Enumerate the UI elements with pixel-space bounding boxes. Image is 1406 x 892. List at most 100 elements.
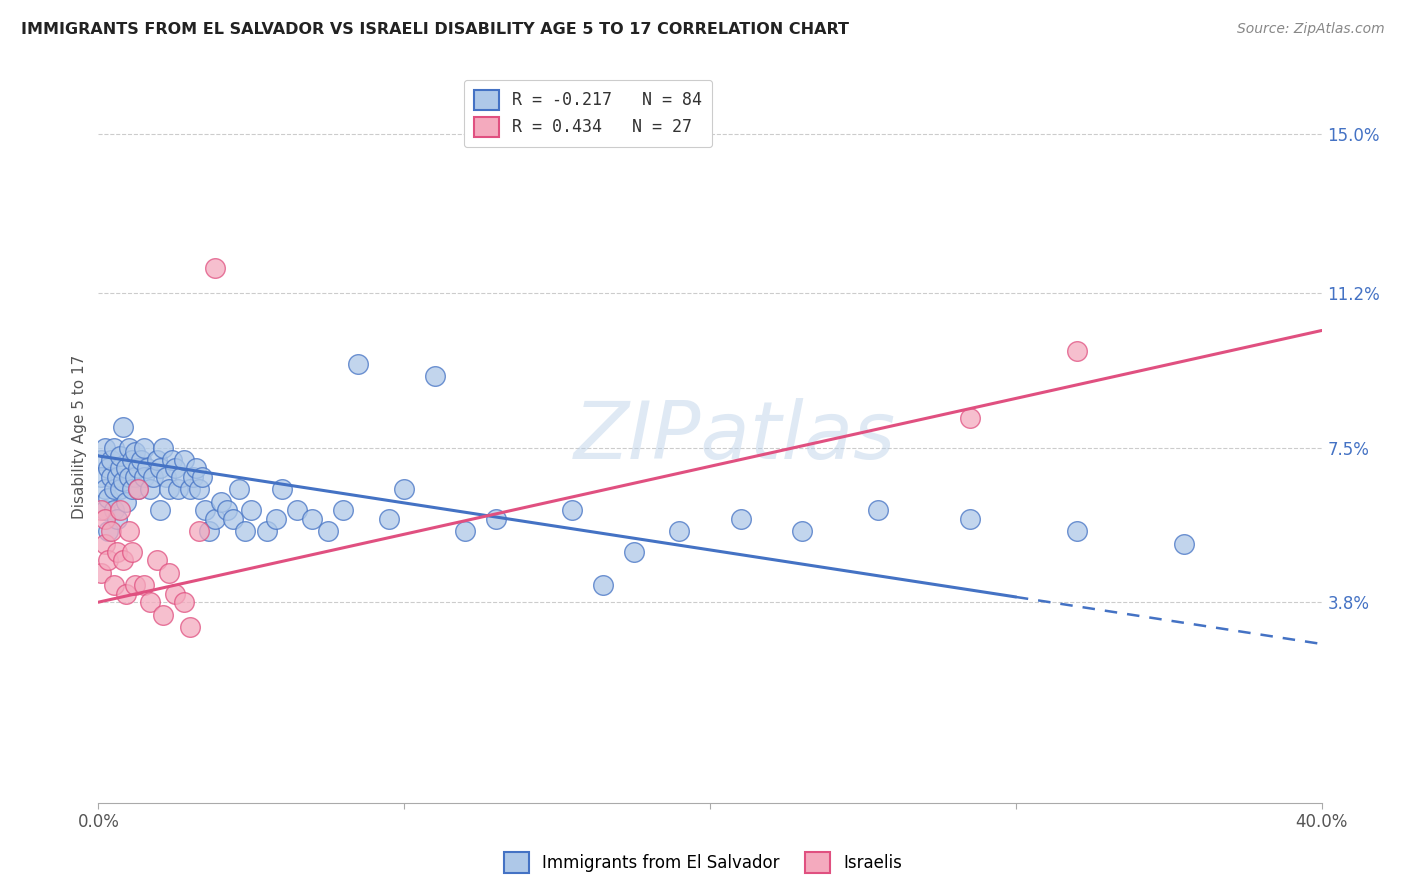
Point [127, 483, 149, 497]
Point [163, 587, 186, 601]
Point [111, 474, 134, 488]
Point [115, 587, 138, 601]
Text: Source: ZipAtlas.com: Source: ZipAtlas.com [1237, 22, 1385, 37]
Point [105, 545, 128, 559]
Point [139, 595, 162, 609]
Point [97, 491, 120, 505]
Point [197, 524, 219, 538]
Point [790, 524, 813, 538]
Point [378, 511, 401, 525]
Point [179, 620, 201, 634]
Point [188, 483, 211, 497]
Point [97, 553, 120, 567]
Point [163, 461, 186, 475]
Point [134, 441, 156, 455]
Point [959, 411, 981, 425]
Point [155, 470, 177, 484]
Point [160, 453, 183, 467]
Point [103, 441, 125, 455]
Point [145, 453, 167, 467]
Point [485, 511, 508, 525]
Point [93, 511, 115, 525]
Point [142, 470, 165, 484]
Point [668, 524, 690, 538]
Legend: Immigrants from El Salvador, Israelis: Immigrants from El Salvador, Israelis [498, 846, 908, 880]
Point [93, 536, 115, 550]
Point [188, 524, 211, 538]
Text: IMMIGRANTS FROM EL SALVADOR VS ISRAELI DISABILITY AGE 5 TO 17 CORRELATION CHART: IMMIGRANTS FROM EL SALVADOR VS ISRAELI D… [21, 22, 849, 37]
Point [108, 483, 131, 497]
Point [115, 495, 138, 509]
Point [118, 524, 141, 538]
Point [191, 470, 214, 484]
Point [100, 453, 122, 467]
Point [134, 470, 156, 484]
Point [108, 449, 131, 463]
Point [90, 566, 112, 580]
Point [134, 578, 156, 592]
Point [124, 444, 146, 458]
Point [222, 511, 245, 525]
Point [215, 503, 238, 517]
Point [233, 524, 256, 538]
Point [181, 470, 204, 484]
Point [392, 483, 416, 497]
Point [90, 453, 112, 467]
Point [285, 503, 308, 517]
Point [121, 453, 143, 467]
Point [173, 595, 195, 609]
Y-axis label: Disability Age 5 to 17: Disability Age 5 to 17 [72, 355, 87, 519]
Point [730, 511, 752, 525]
Point [157, 566, 180, 580]
Point [347, 357, 370, 371]
Point [118, 470, 141, 484]
Point [121, 483, 143, 497]
Point [103, 483, 125, 497]
Point [179, 483, 201, 497]
Point [149, 503, 172, 517]
Point [152, 441, 174, 455]
Point [194, 503, 217, 517]
Text: ZIPatlas: ZIPatlas [574, 398, 896, 476]
Point [121, 545, 143, 559]
Point [90, 503, 112, 517]
Point [1066, 344, 1088, 359]
Point [256, 524, 278, 538]
Point [868, 503, 890, 517]
Point [129, 453, 152, 467]
Point [264, 511, 287, 525]
Point [240, 503, 263, 517]
Point [228, 483, 250, 497]
Point [959, 511, 981, 525]
Legend: R = -0.217   N = 84, R = 0.434   N = 27: R = -0.217 N = 84, R = 0.434 N = 27 [464, 79, 711, 147]
Point [124, 470, 146, 484]
Point [423, 369, 446, 384]
Point [186, 461, 208, 475]
Point [1066, 524, 1088, 538]
Point [111, 419, 134, 434]
Point [145, 553, 167, 567]
Point [124, 578, 146, 592]
Point [93, 503, 115, 517]
Point [97, 524, 120, 538]
Point [167, 483, 190, 497]
Point [204, 511, 226, 525]
Point [100, 524, 122, 538]
Point [103, 578, 125, 592]
Point [111, 553, 134, 567]
Point [100, 470, 122, 484]
Point [97, 461, 120, 475]
Point [1173, 536, 1195, 550]
Point [90, 470, 112, 484]
Point [127, 461, 149, 475]
Point [170, 470, 193, 484]
Point [623, 545, 645, 559]
Point [105, 511, 128, 525]
Point [173, 453, 195, 467]
Point [108, 503, 131, 517]
Point [93, 483, 115, 497]
Point [204, 260, 226, 275]
Point [115, 461, 138, 475]
Point [270, 483, 292, 497]
Point [93, 441, 115, 455]
